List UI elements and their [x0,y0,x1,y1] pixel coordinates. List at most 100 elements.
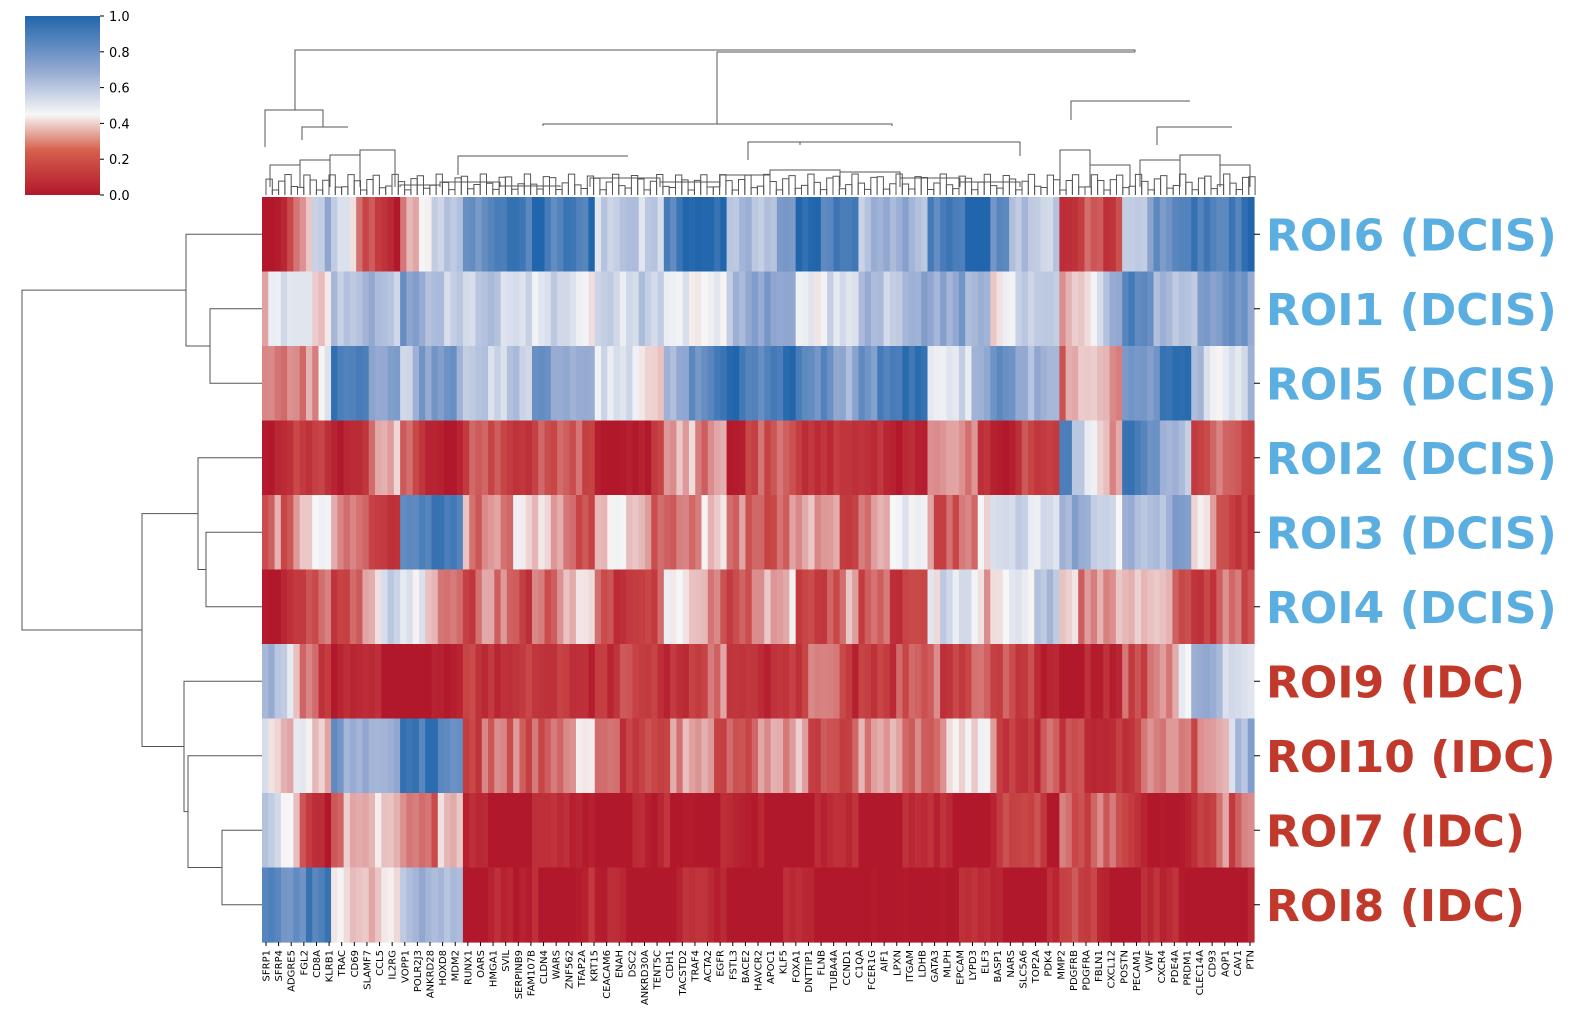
heatmap-cell [607,867,615,943]
heatmap-cell [1090,495,1098,571]
column-label: CDH1 [665,950,676,979]
heatmap-cell [387,644,395,720]
heatmap-cell [701,495,709,571]
heatmap-cell [745,346,753,422]
column-label: FGL2 [299,950,310,975]
heatmap-cell [1191,569,1199,645]
heatmap-cell [958,197,966,273]
heatmap-cell [996,197,1004,273]
heatmap-cell [1203,197,1211,273]
heatmap-cell [1134,420,1142,496]
heatmap-cell [1109,867,1117,943]
heatmap-cell [1059,495,1067,571]
heatmap-cell [1147,718,1155,794]
heatmap-cell [720,420,728,496]
column-dendrogram-link [851,173,859,195]
heatmap-cell [883,793,891,869]
heatmap-cell [1247,271,1255,347]
heatmap-cell [268,197,276,273]
heatmap-cell [262,197,269,273]
heatmap-cell [619,271,627,347]
heatmap-cell [1002,569,1010,645]
column-dendrogram-link [271,189,280,195]
column-dendrogram-link [832,175,840,195]
heatmap-cell [312,867,320,943]
heatmap-cell [1046,420,1054,496]
heatmap-cell [908,569,916,645]
heatmap-cell [688,271,696,347]
heatmap-cell [657,644,665,720]
heatmap-cell [519,644,527,720]
heatmap-cell [293,197,301,273]
heatmap-cell [933,718,941,794]
heatmap-cell [820,569,828,645]
heatmap-cell [726,271,734,347]
heatmap-cell [889,271,897,347]
heatmap-cell [1090,867,1098,943]
heatmap-cell [996,495,1004,571]
heatmap-cell [425,420,433,496]
heatmap-cell [1103,867,1111,943]
column-label: AIF1 [880,950,891,972]
heatmap-cell [475,867,483,943]
heatmap-cell [688,644,696,720]
column-label: CEACAM6 [602,950,613,999]
column-dendrogram-link [927,188,935,195]
heatmap-cell [1034,420,1042,496]
heatmap-cell [324,644,332,720]
heatmap-cell [1235,271,1243,347]
heatmap-cell [714,197,721,273]
column-dendrogram-link [410,178,418,195]
heatmap-cell [1216,644,1224,720]
column-label: CXCR4 [1157,950,1168,983]
heatmap-cell [1166,495,1173,571]
heatmap-cell [877,644,885,720]
column-dendrogram-link [1172,184,1180,195]
heatmap-cell [839,420,847,496]
heatmap-cell [795,495,803,571]
heatmap-cell [1178,644,1186,720]
heatmap-cell [494,346,502,422]
heatmap-cell [745,644,753,720]
heatmap-cell [1153,718,1161,794]
heatmap-cell [1153,793,1161,869]
heatmap-cell [544,346,552,422]
column-dendrogram-link [439,181,501,187]
heatmap-cell [833,718,841,794]
heatmap-cell [1071,197,1079,273]
column-dendrogram-link [479,173,487,195]
heatmap-cell [1166,197,1173,273]
heatmap-cell [575,197,583,273]
heatmap-cell [1084,420,1092,496]
heatmap-cell [475,793,483,869]
column-dendrogram-link [278,180,286,195]
heatmap-cell [1059,420,1067,496]
heatmap-cell [827,644,834,720]
heatmap-cell [651,271,659,347]
column-label: MDM2 [451,950,462,981]
heatmap-cell [1065,644,1073,720]
column-dendrogram-link [826,177,834,195]
heatmap-cell [280,569,288,645]
heatmap-cell [1241,644,1249,720]
heatmap-cell [287,569,294,645]
heatmap-cell [1128,793,1136,869]
heatmap-cell [695,346,703,422]
heatmap-cell [1065,271,1073,347]
heatmap-cell [1115,495,1123,571]
heatmap-cell [770,495,778,571]
heatmap-cell [362,495,370,571]
heatmap-cell [827,867,834,943]
heatmap-cell [688,346,696,422]
heatmap-cell [1235,793,1243,869]
heatmap-cell [745,420,753,496]
heatmap-cell [896,867,904,943]
heatmap-cell [927,271,935,347]
heatmap-cell [437,271,445,347]
heatmap-cell [1009,569,1017,645]
heatmap-cell [745,793,753,869]
heatmap-cell [720,197,728,273]
heatmap-cell [676,793,684,869]
column-dendrogram-link [996,187,1004,195]
heatmap-cell [525,346,533,422]
